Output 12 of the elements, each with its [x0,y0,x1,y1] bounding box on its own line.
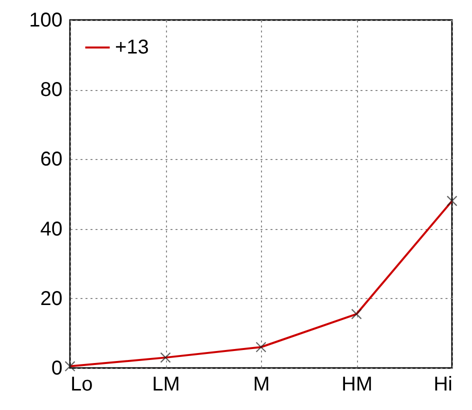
x-tick-label: LM [152,374,180,396]
x-tick-label: Lo [70,374,93,396]
y-tick-label: 40 [40,218,62,240]
x-tick-label: Hi [434,374,452,396]
x-tick-label: M [253,374,270,396]
y-tick-label: 60 [40,148,62,171]
y-tick-label: 100 [29,10,62,32]
legend-label: +13 [115,36,149,58]
x-tick-label: HM [341,374,373,396]
y-tick-label: 20 [40,288,62,310]
y-tick-label: 80 [40,79,62,102]
y-tick-label: 0 [51,358,62,380]
